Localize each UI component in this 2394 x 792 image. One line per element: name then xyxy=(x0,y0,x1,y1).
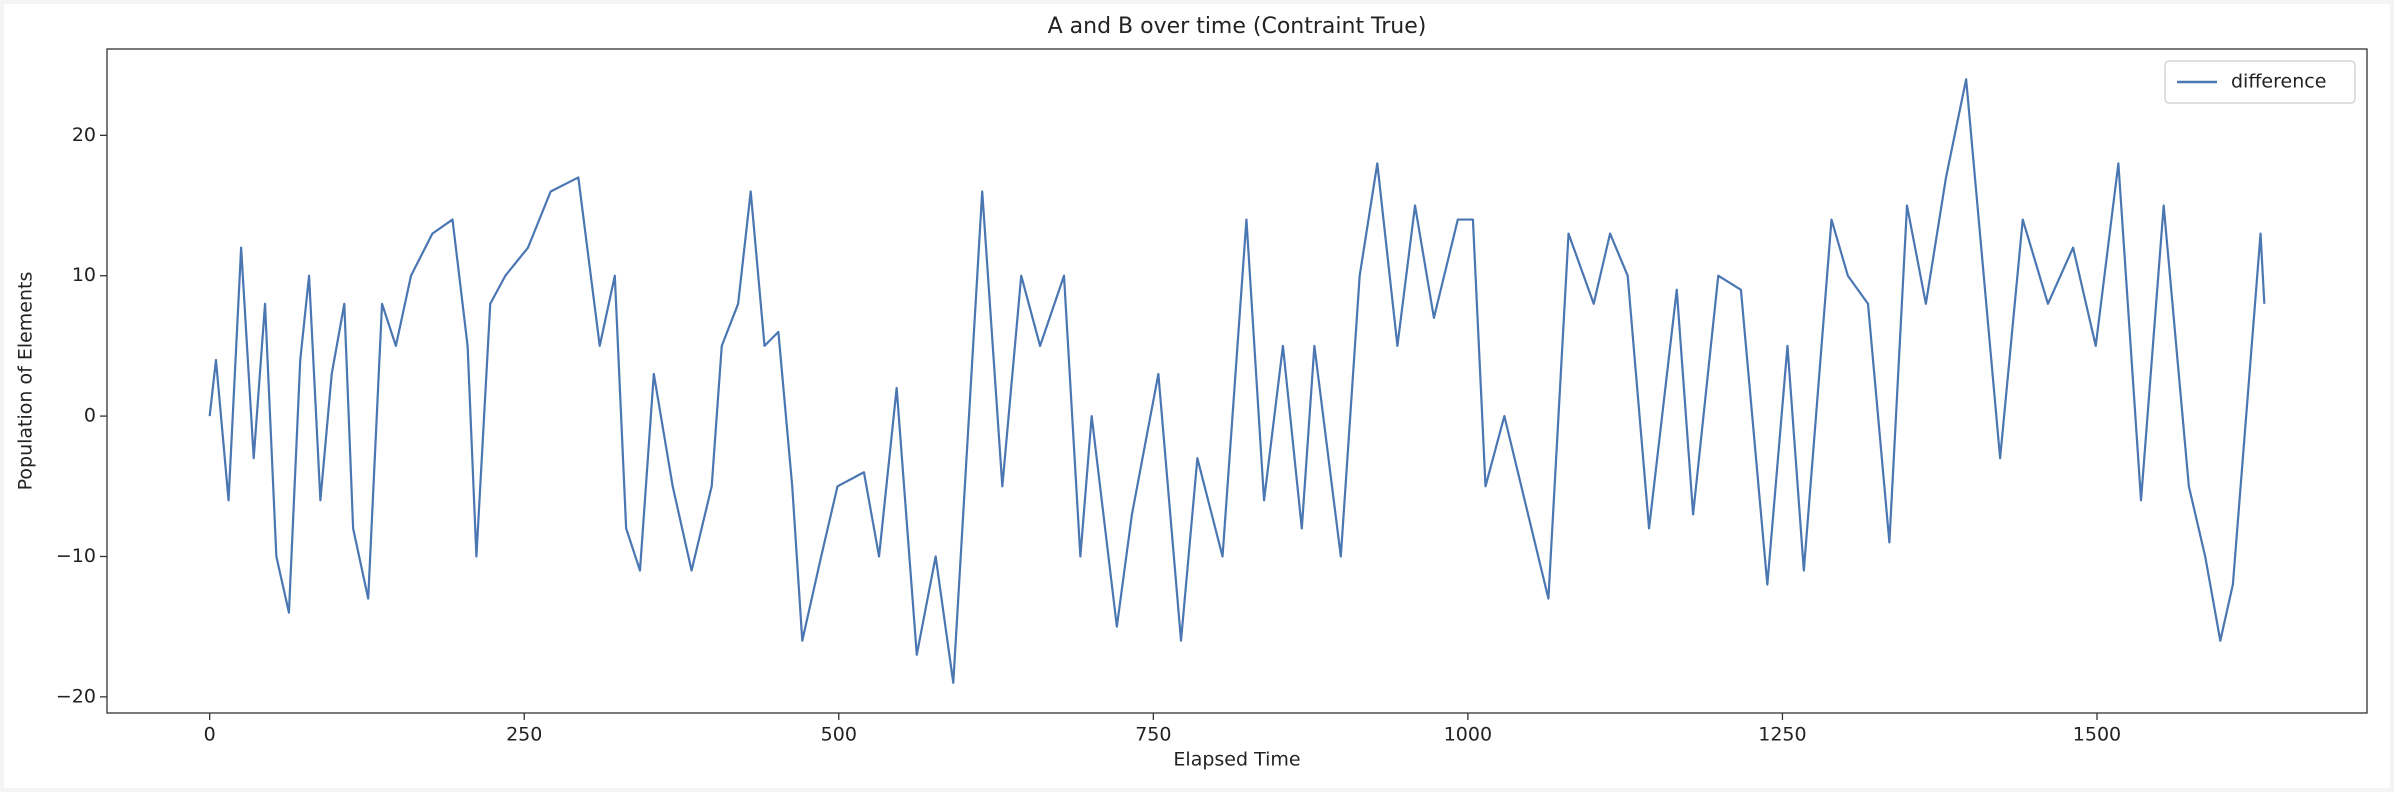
y-axis-label: Population of Elements xyxy=(15,272,37,491)
legend-box xyxy=(2164,60,2356,104)
figure-background xyxy=(4,4,2390,788)
y-tick-label: 20 xyxy=(72,124,96,146)
x-tick-label: 750 xyxy=(1135,724,1171,746)
x-tick-label: 1000 xyxy=(1444,724,1492,746)
x-tick-label: 500 xyxy=(821,724,857,746)
y-tick-label: 10 xyxy=(72,264,96,286)
x-axis-label: Elapsed Time xyxy=(1173,749,1300,771)
y-tick-label: −20 xyxy=(56,685,96,707)
legend-label: difference xyxy=(2231,71,2326,93)
x-tick-label: 1500 xyxy=(2073,724,2121,746)
x-tick-label: 0 xyxy=(204,724,216,746)
data-line xyxy=(208,78,2266,684)
chart-title: A and B over time (Contraint True) xyxy=(1048,14,1427,39)
y-tick-label: −10 xyxy=(56,545,96,567)
x-tick-label: 250 xyxy=(506,724,542,746)
y-tick-label: 0 xyxy=(84,405,96,427)
plot-frame xyxy=(106,48,2368,714)
x-tick-label: 1250 xyxy=(1758,724,1806,746)
